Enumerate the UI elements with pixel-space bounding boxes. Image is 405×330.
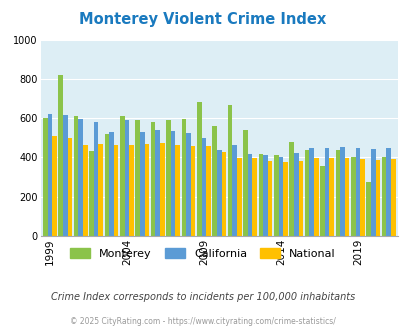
Bar [359, 159, 364, 236]
Bar [52, 136, 57, 236]
Bar [298, 161, 303, 236]
Bar [247, 154, 252, 236]
Bar [181, 119, 185, 236]
Bar [83, 145, 87, 236]
Bar [175, 145, 179, 236]
Bar [124, 120, 129, 236]
Bar [216, 149, 221, 236]
Bar [144, 144, 149, 236]
Bar [140, 132, 144, 236]
Bar [258, 154, 262, 236]
Bar [129, 145, 133, 236]
Bar [135, 120, 140, 236]
Bar [243, 130, 247, 236]
Bar [282, 162, 287, 236]
Bar [185, 133, 190, 236]
Bar [262, 155, 267, 236]
Bar [278, 157, 282, 236]
Bar [365, 182, 370, 236]
Bar [237, 158, 241, 236]
Bar [47, 114, 52, 236]
Bar [304, 149, 309, 236]
Bar [113, 145, 118, 236]
Bar [227, 105, 232, 236]
Bar [166, 120, 171, 236]
Bar [74, 116, 78, 236]
Bar [119, 116, 124, 236]
Bar [190, 146, 195, 236]
Bar [350, 157, 355, 236]
Bar [309, 148, 313, 236]
Bar [43, 118, 47, 236]
Bar [339, 147, 344, 236]
Bar [375, 160, 379, 236]
Bar [221, 151, 226, 236]
Text: © 2025 CityRating.com - https://www.cityrating.com/crime-statistics/: © 2025 CityRating.com - https://www.city… [70, 317, 335, 326]
Bar [252, 158, 256, 236]
Bar [94, 122, 98, 236]
Bar [196, 102, 201, 236]
Bar [155, 130, 160, 236]
Bar [381, 157, 386, 236]
Bar [267, 161, 272, 236]
Bar [335, 149, 339, 236]
Bar [370, 148, 375, 236]
Bar [212, 126, 216, 236]
Bar [324, 148, 328, 236]
Bar [273, 155, 278, 236]
Bar [98, 144, 103, 236]
Bar [386, 148, 390, 236]
Bar [89, 150, 94, 236]
Bar [328, 158, 333, 236]
Bar [67, 138, 72, 236]
Bar [344, 158, 349, 236]
Bar [109, 132, 113, 236]
Bar [355, 148, 359, 236]
Bar [293, 152, 298, 236]
Bar [78, 119, 83, 236]
Text: Crime Index corresponds to incidents per 100,000 inhabitants: Crime Index corresponds to incidents per… [51, 292, 354, 302]
Bar [289, 142, 293, 236]
Bar [319, 166, 324, 236]
Bar [313, 158, 318, 236]
Bar [160, 143, 164, 236]
Bar [150, 122, 155, 236]
Bar [104, 134, 109, 236]
Bar [201, 138, 206, 236]
Bar [171, 131, 175, 236]
Bar [232, 145, 237, 236]
Text: Monterey Violent Crime Index: Monterey Violent Crime Index [79, 12, 326, 26]
Bar [63, 115, 67, 236]
Bar [390, 159, 394, 236]
Bar [206, 146, 210, 236]
Legend: Monterey, California, National: Monterey, California, National [66, 244, 339, 263]
Bar [58, 75, 63, 236]
